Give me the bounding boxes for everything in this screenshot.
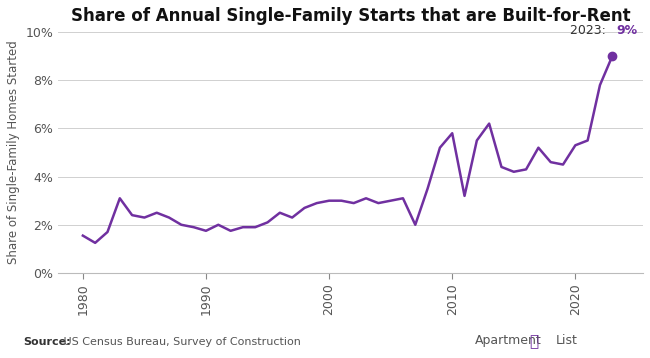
Text: US Census Bureau, Survey of Construction: US Census Bureau, Survey of Construction <box>60 337 302 347</box>
Title: Share of Annual Single-Family Starts that are Built-for-Rent: Share of Annual Single-Family Starts tha… <box>71 7 630 25</box>
Text: 9%: 9% <box>616 24 637 37</box>
Text: Source:: Source: <box>23 337 70 347</box>
Text: Apartment: Apartment <box>474 334 541 347</box>
Text: 2023:: 2023: <box>569 24 610 37</box>
Y-axis label: Share of Single-Family Homes Started: Share of Single-Family Homes Started <box>7 41 20 265</box>
Text: ⦾: ⦾ <box>530 334 539 349</box>
Text: List: List <box>556 334 578 347</box>
